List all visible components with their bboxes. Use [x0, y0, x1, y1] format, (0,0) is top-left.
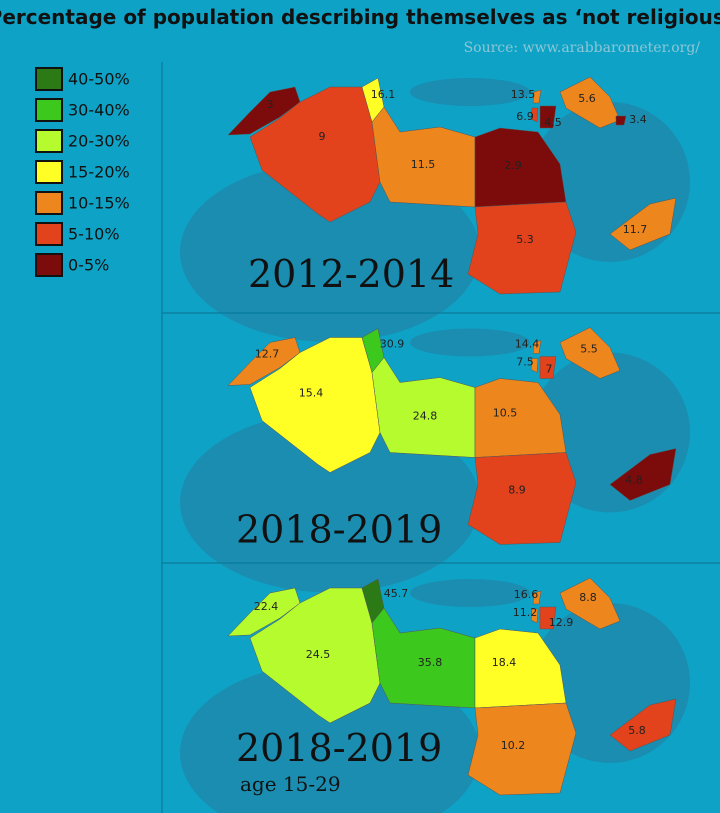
country	[227, 337, 301, 386]
country-value: 16.6	[514, 588, 539, 601]
country	[532, 89, 542, 104]
country-value: 24.8	[413, 410, 438, 423]
legend-label: 30-40%	[68, 101, 130, 120]
land	[410, 328, 530, 357]
country	[539, 356, 557, 379]
legend-swatch	[35, 222, 63, 246]
country-value: 14.4	[515, 338, 540, 351]
country	[615, 115, 627, 126]
country-value: 10.2	[501, 739, 526, 752]
legend-label: 5-10%	[68, 225, 120, 244]
legend-swatch	[35, 160, 63, 184]
country-value: 8.9	[508, 484, 526, 497]
legend-swatch	[35, 129, 63, 153]
country-value: 22.4	[254, 600, 279, 613]
country-value: 16.1	[371, 88, 396, 101]
country-value: 10.5	[493, 407, 518, 420]
country-value: 45.7	[384, 587, 409, 600]
country	[532, 340, 542, 354]
legend-swatch	[35, 67, 63, 91]
legend-label: 0-5%	[68, 256, 109, 275]
country-value: 5.5	[580, 343, 598, 356]
country	[539, 105, 557, 129]
country-value: 4.5	[544, 116, 562, 129]
country-value: 30.9	[380, 338, 405, 351]
country-value: 5.6	[578, 92, 596, 105]
legend-swatch	[35, 253, 63, 277]
country-value: 18.4	[492, 656, 517, 669]
country	[530, 107, 539, 123]
country	[467, 452, 577, 545]
country-value: 7	[546, 363, 553, 376]
panel: 22.4 24.5 45.7 35.8 18.4 10.2 16.6 11.2 12.9 8.8 5…	[180, 577, 690, 813]
title: Percentage of population describing them…	[0, 5, 720, 29]
land	[180, 412, 480, 593]
country-value: 11.7	[623, 223, 648, 236]
country-value: 4.8	[625, 474, 643, 487]
country	[467, 201, 577, 295]
country-value: 7.5	[516, 356, 534, 369]
panel: 3 9 16.1 11.5 2.9 5.3 13.5 6.9 4.5 5.6 11.7 3.4 2012…	[180, 76, 690, 342]
legend-swatch	[35, 98, 63, 122]
country	[532, 590, 542, 605]
country	[539, 606, 557, 630]
country	[530, 358, 539, 373]
land	[410, 78, 530, 106]
panels: 3 9 16.1 11.5 2.9 5.3 13.5 6.9 4.5 5.6 11.7 3.4 2012…	[180, 76, 690, 813]
land	[180, 162, 480, 342]
country	[530, 608, 539, 624]
panel: 12.7 15.4 30.9 24.8 10.5 8.9 14.4 7.5 7 5.5 4.8 201…	[180, 327, 690, 593]
country	[467, 702, 577, 796]
land	[410, 579, 530, 607]
panel-title: 2012-2014	[248, 252, 454, 296]
country-value: 3.4	[629, 113, 647, 126]
country-value: 11.2	[513, 606, 538, 619]
country-value: 12.9	[549, 616, 574, 629]
country	[227, 86, 301, 136]
panel-title: 2018-2019	[236, 726, 442, 770]
country-value: 9	[319, 130, 326, 143]
country-value: 15.4	[299, 387, 324, 400]
legend-label: 20-30%	[68, 132, 130, 151]
country-value: 5.8	[628, 724, 646, 737]
legend-label: 10-15%	[68, 194, 130, 213]
source: Source: www.arabbarometer.org/	[464, 40, 701, 56]
panel-title: 2018-2019	[236, 508, 442, 552]
legend: 40-50% 30-40% 20-30% 15-20% 10-15% 5-10% 0-5%	[35, 67, 130, 277]
country-value: 13.5	[511, 88, 536, 101]
country-value: 11.5	[411, 158, 436, 171]
country	[559, 327, 621, 379]
country-value: 8.8	[579, 591, 597, 604]
country-value: 5.3	[516, 233, 534, 246]
panel-subtitle: age 15-29	[240, 772, 341, 796]
country	[559, 577, 621, 630]
country-value: 2.9	[504, 159, 522, 172]
country	[227, 587, 301, 637]
legend-label: 40-50%	[68, 70, 130, 89]
country-value: 3	[267, 98, 274, 111]
country	[609, 197, 677, 251]
country-value: 24.5	[306, 648, 331, 661]
country-value: 12.7	[255, 348, 280, 361]
legend-swatch	[35, 191, 63, 215]
country-value: 6.9	[516, 110, 534, 123]
country-value: 35.8	[418, 656, 443, 669]
country	[609, 448, 677, 501]
legend-label: 15-20%	[68, 163, 130, 182]
country	[609, 698, 677, 752]
